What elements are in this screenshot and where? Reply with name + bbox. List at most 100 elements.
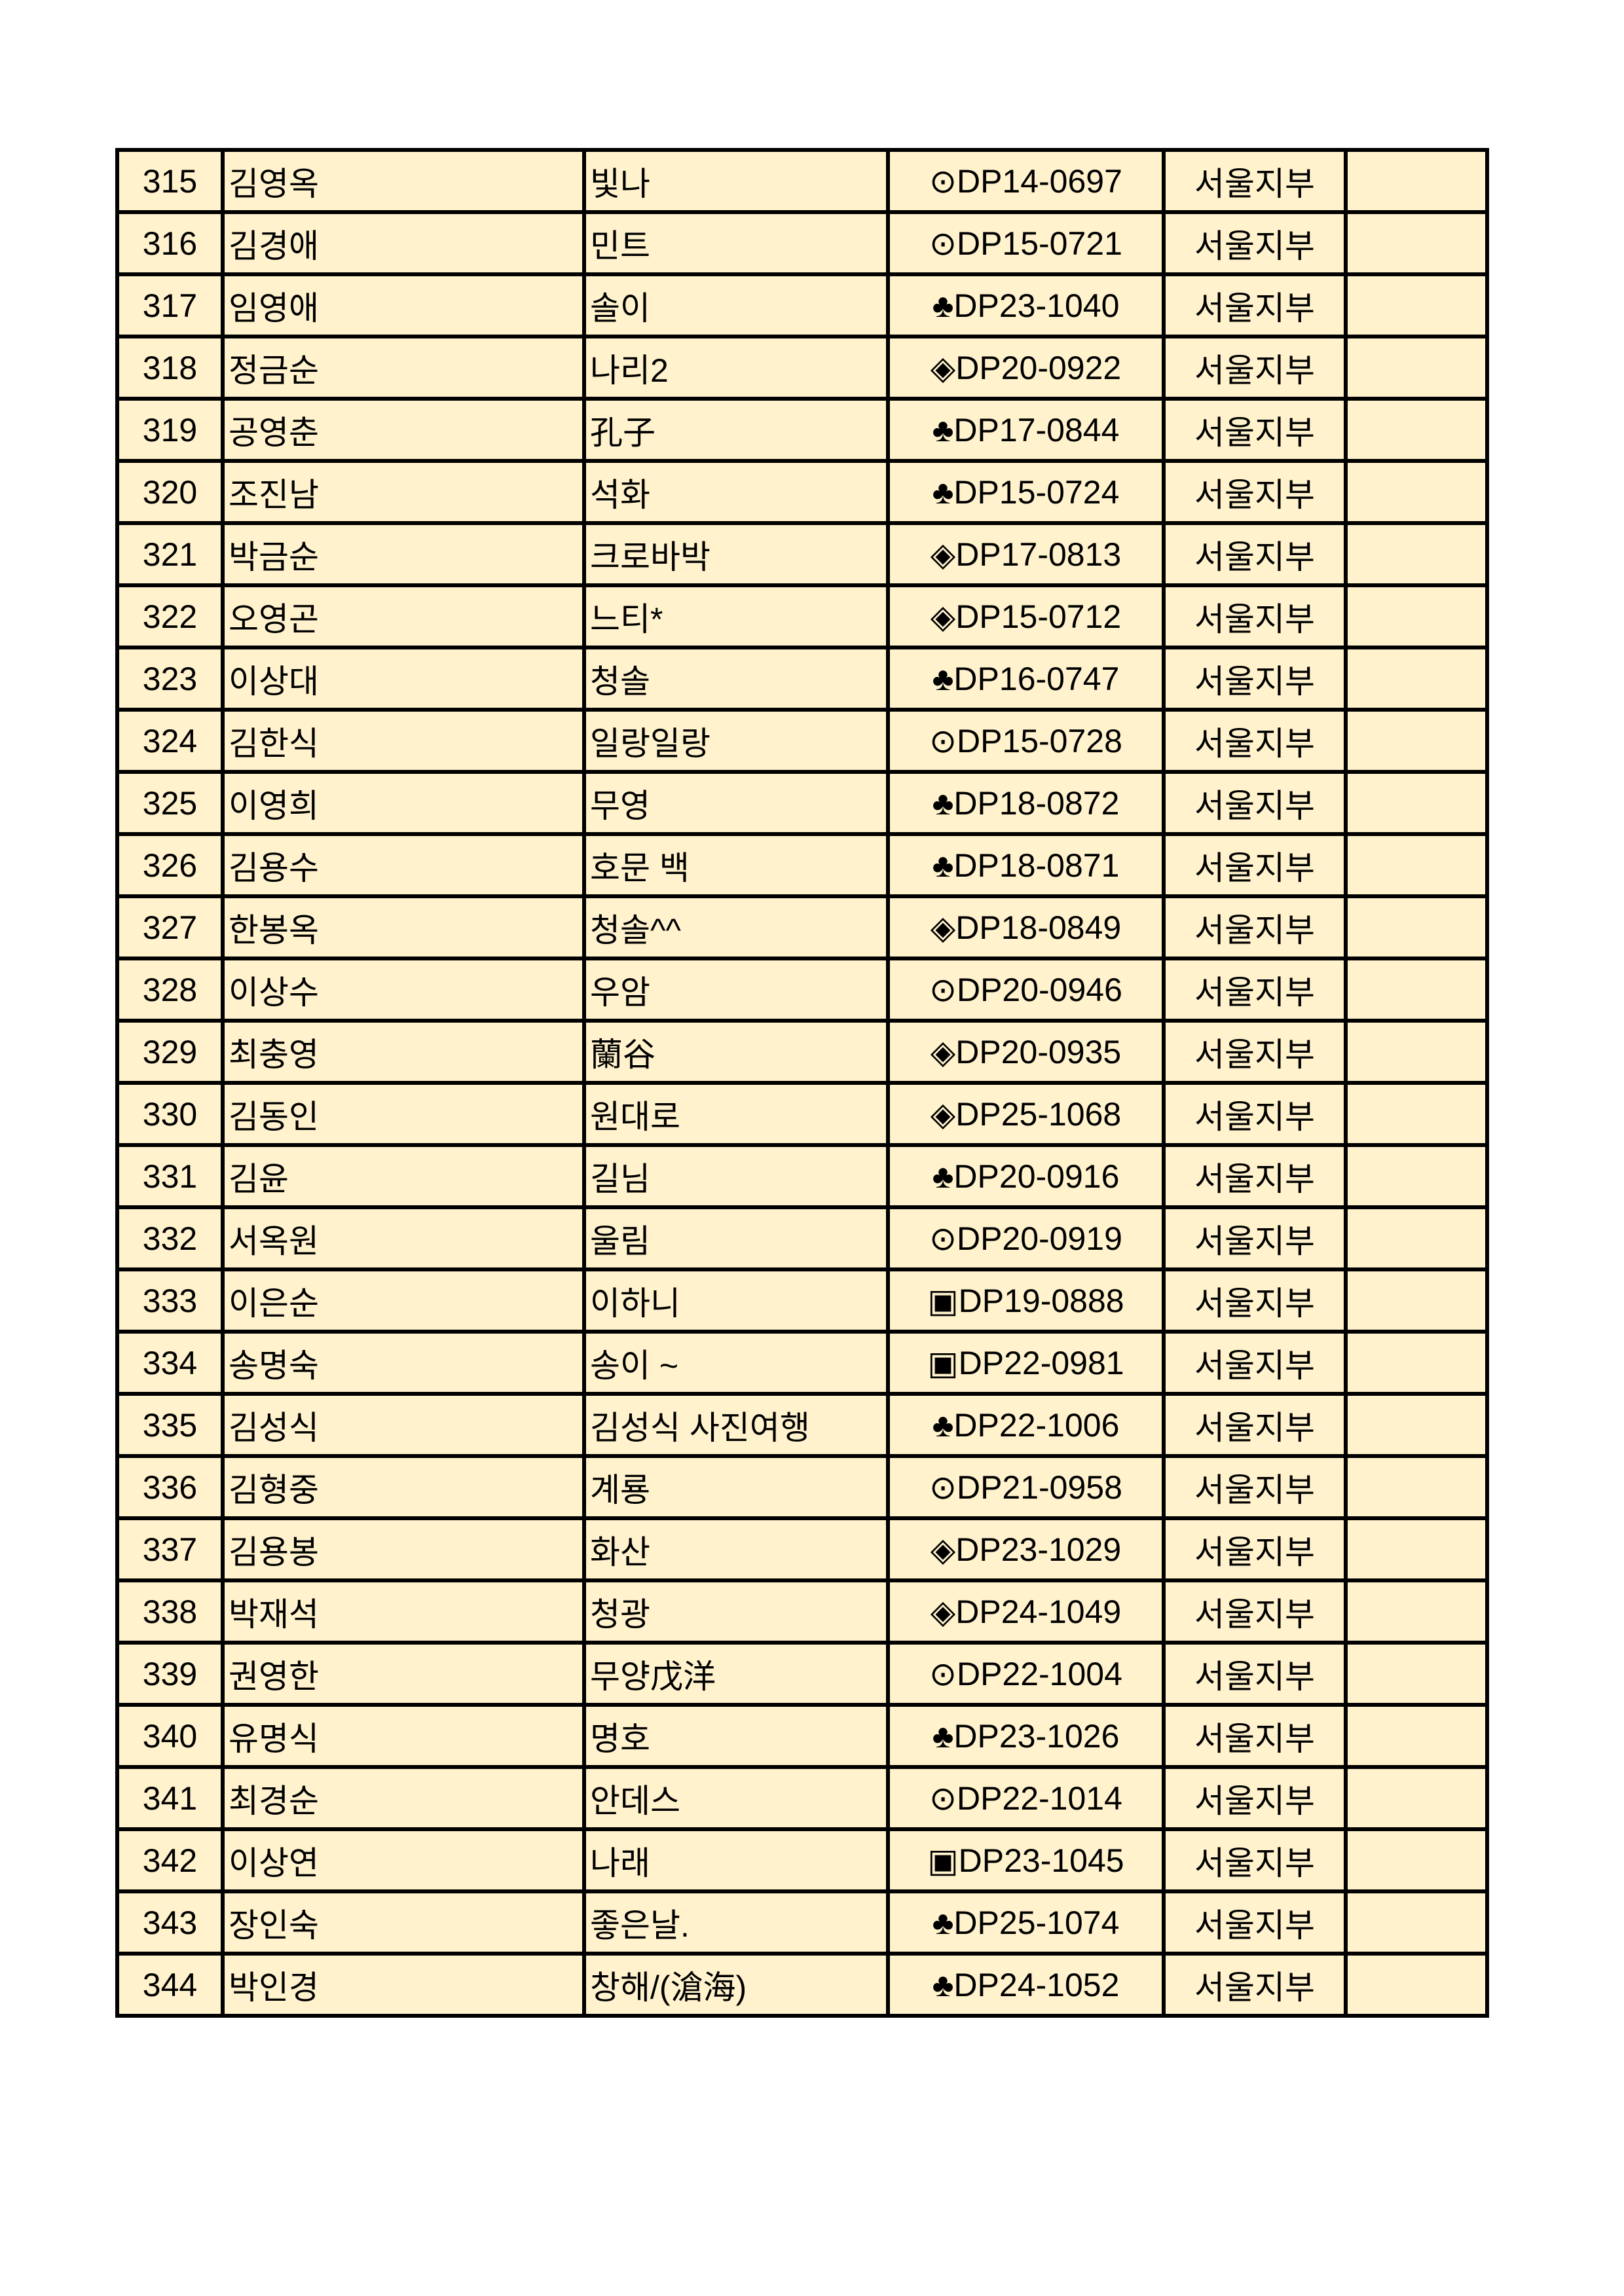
member-note-cell [1344,1330,1489,1396]
row-number-cell: 317 [115,272,225,338]
member-code-cell: ⊙DP14-0697 [886,148,1166,214]
row-number-cell: 325 [115,770,225,836]
member-note-cell [1344,335,1489,401]
member-name-cell: 권영한 [221,1641,586,1707]
member-branch-cell: 서울지부 [1162,335,1348,401]
row-number-cell: 328 [115,957,225,1023]
member-name-cell: 최충영 [221,1019,586,1085]
member-name-cell: 오영곤 [221,583,586,649]
member-nickname-cell: 안데스 [582,1765,890,1831]
member-nickname-cell: 길님 [582,1143,890,1209]
table-row: 334 송명숙 송이 ~ ▣DP22-0981 서울지부 [115,1330,1489,1396]
member-code-cell: ◈DP20-0935 [886,1019,1166,1085]
row-number-cell: 343 [115,1889,225,1956]
member-nickname-cell: 나래 [582,1827,890,1893]
member-nickname-cell: 일랑일랑 [582,708,890,774]
member-note-cell [1344,521,1489,587]
table-row: 341 최경순 안데스 ⊙DP22-1014 서울지부 [115,1765,1489,1831]
member-note-cell [1344,708,1489,774]
member-name-cell: 박인경 [221,1952,586,2018]
member-name-cell: 김윤 [221,1143,586,1209]
member-nickname-cell: 호문 백 [582,832,890,898]
member-name-cell: 임영애 [221,272,586,338]
member-table: 315 김영옥 빛나 ⊙DP14-0697 서울지부 316 김경애 민트 ⊙DP15-0721… [115,148,1489,2018]
member-branch-cell: 서울지부 [1162,1889,1348,1956]
member-branch-cell: 서울지부 [1162,646,1348,712]
table-row: 330 김동인 원대로 ◈DP25-1068 서울지부 [115,1081,1489,1147]
member-code-cell: ♣DP16-0747 [886,646,1166,712]
member-nickname-cell: 느티* [582,583,890,649]
row-number-cell: 318 [115,335,225,401]
table-row: 336 김형중 계룡 ⊙DP21-0958 서울지부 [115,1454,1489,1520]
member-code-cell: ⊙DP22-1004 [886,1641,1166,1707]
member-code-cell: ◈DP18-0849 [886,894,1166,960]
member-name-cell: 이상수 [221,957,586,1023]
row-number-cell: 335 [115,1392,225,1458]
table-row: 340 유명식 명호 ♣DP23-1026 서울지부 [115,1703,1489,1769]
row-number-cell: 324 [115,708,225,774]
member-branch-cell: 서울지부 [1162,894,1348,960]
member-name-cell: 송명숙 [221,1330,586,1396]
member-nickname-cell: 무양戊洋 [582,1641,890,1707]
member-note-cell [1344,1205,1489,1271]
member-branch-cell: 서울지부 [1162,1516,1348,1582]
member-note-cell [1344,1889,1489,1956]
member-name-cell: 김영옥 [221,148,586,214]
table-row: 315 김영옥 빛나 ⊙DP14-0697 서울지부 [115,148,1489,214]
row-number-cell: 337 [115,1516,225,1582]
member-nickname-cell: 孔子 [582,397,890,463]
member-code-cell: ⊙DP20-0919 [886,1205,1166,1271]
row-number-cell: 315 [115,148,225,214]
row-number-cell: 319 [115,397,225,463]
member-note-cell [1344,1703,1489,1769]
row-number-cell: 336 [115,1454,225,1520]
member-nickname-cell: 청광 [582,1578,890,1645]
member-branch-cell: 서울지부 [1162,521,1348,587]
table-row: 331 김윤 길님 ♣DP20-0916 서울지부 [115,1143,1489,1209]
table-row: 343 장인숙 좋은날. ♣DP25-1074 서울지부 [115,1889,1489,1956]
row-number-cell: 332 [115,1205,225,1271]
member-nickname-cell: 명호 [582,1703,890,1769]
table-row: 326 김용수 호문 백 ♣DP18-0871 서울지부 [115,832,1489,898]
member-name-cell: 이영희 [221,770,586,836]
member-note-cell [1344,1641,1489,1707]
row-number-cell: 340 [115,1703,225,1769]
row-number-cell: 333 [115,1267,225,1334]
table-row: 318 정금순 나리2 ◈DP20-0922 서울지부 [115,335,1489,401]
member-nickname-cell: 청솔 [582,646,890,712]
member-branch-cell: 서울지부 [1162,210,1348,276]
member-name-cell: 한봉옥 [221,894,586,960]
member-note-cell [1344,1019,1489,1085]
member-code-cell: ♣DP20-0916 [886,1143,1166,1209]
member-note-cell [1344,832,1489,898]
member-branch-cell: 서울지부 [1162,1765,1348,1831]
member-nickname-cell: 솔이 [582,272,890,338]
row-number-cell: 327 [115,894,225,960]
row-number-cell: 320 [115,459,225,525]
member-note-cell [1344,1765,1489,1831]
member-code-cell: ♣DP23-1040 [886,272,1166,338]
member-name-cell: 김한식 [221,708,586,774]
member-name-cell: 김용봉 [221,1516,586,1582]
member-nickname-cell: 나리2 [582,335,890,401]
member-code-cell: ▣DP22-0981 [886,1330,1166,1396]
member-note-cell [1344,1454,1489,1520]
row-number-cell: 321 [115,521,225,587]
row-number-cell: 342 [115,1827,225,1893]
member-code-cell: ♣DP18-0872 [886,770,1166,836]
member-note-cell [1344,957,1489,1023]
member-name-cell: 조진남 [221,459,586,525]
member-note-cell [1344,894,1489,960]
table-row: 338 박재석 청광 ◈DP24-1049 서울지부 [115,1578,1489,1645]
member-name-cell: 서옥원 [221,1205,586,1271]
member-note-cell [1344,272,1489,338]
member-code-cell: ⊙DP15-0721 [886,210,1166,276]
member-branch-cell: 서울지부 [1162,1267,1348,1334]
table-row: 327 한봉옥 청솔^^ ◈DP18-0849 서울지부 [115,894,1489,960]
table-row: 342 이상연 나래 ▣DP23-1045 서울지부 [115,1827,1489,1893]
member-branch-cell: 서울지부 [1162,770,1348,836]
table-row: 337 김용봉 화산 ◈DP23-1029 서울지부 [115,1516,1489,1582]
member-nickname-cell: 무영 [582,770,890,836]
member-name-cell: 김형중 [221,1454,586,1520]
table-row: 322 오영곤 느티* ◈DP15-0712 서울지부 [115,583,1489,649]
